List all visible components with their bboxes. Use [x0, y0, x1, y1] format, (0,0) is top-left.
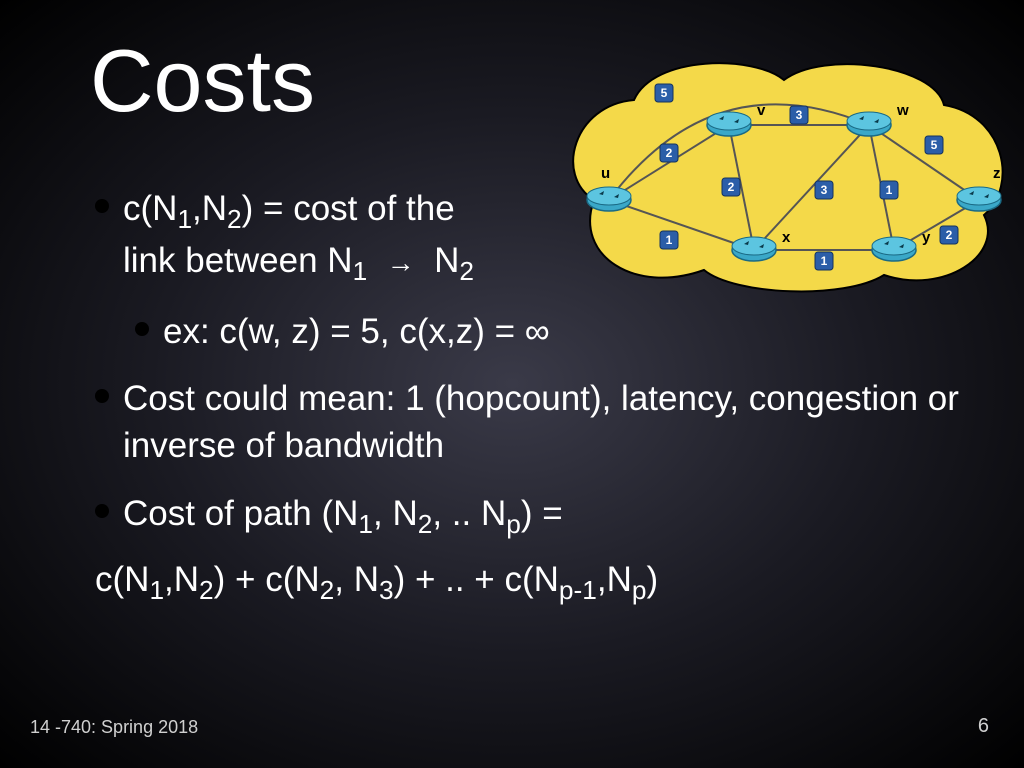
bullet-3: Cost could mean: 1 (hopcount), latency, …	[95, 375, 984, 470]
bullet-dot-icon	[95, 504, 109, 518]
svg-text:z: z	[993, 165, 1001, 182]
bullet-dot-icon	[135, 322, 149, 336]
footer-course: 14 -740: Spring 2018	[30, 717, 198, 738]
bullet-2: ex: c(w, z) = 5, c(x,z) = ∞	[135, 308, 984, 355]
svg-text:3: 3	[796, 108, 803, 122]
bullet-dot-icon	[95, 389, 109, 403]
bullet-4: Cost of path (N1, N2, .. Np) =	[95, 490, 984, 542]
slide-title: Costs	[90, 30, 315, 132]
svg-text:5: 5	[661, 86, 668, 100]
bullet-4-line2: c(N1,N2) + c(N2, N3) + .. + c(Np-1,Np)	[95, 560, 984, 606]
slide-number: 6	[978, 715, 989, 738]
bullet-1: c(N1,N2) = cost of the link between N1 →…	[95, 185, 984, 290]
arrow-icon: →	[387, 244, 415, 282]
svg-text:2: 2	[666, 146, 673, 160]
bullet-dot-icon	[95, 199, 109, 213]
svg-text:v: v	[757, 102, 766, 119]
slide-content: c(N1,N2) = cost of the link between N1 →…	[95, 185, 984, 606]
svg-text:w: w	[896, 102, 909, 119]
svg-text:u: u	[601, 165, 610, 182]
svg-text:5: 5	[931, 138, 938, 152]
